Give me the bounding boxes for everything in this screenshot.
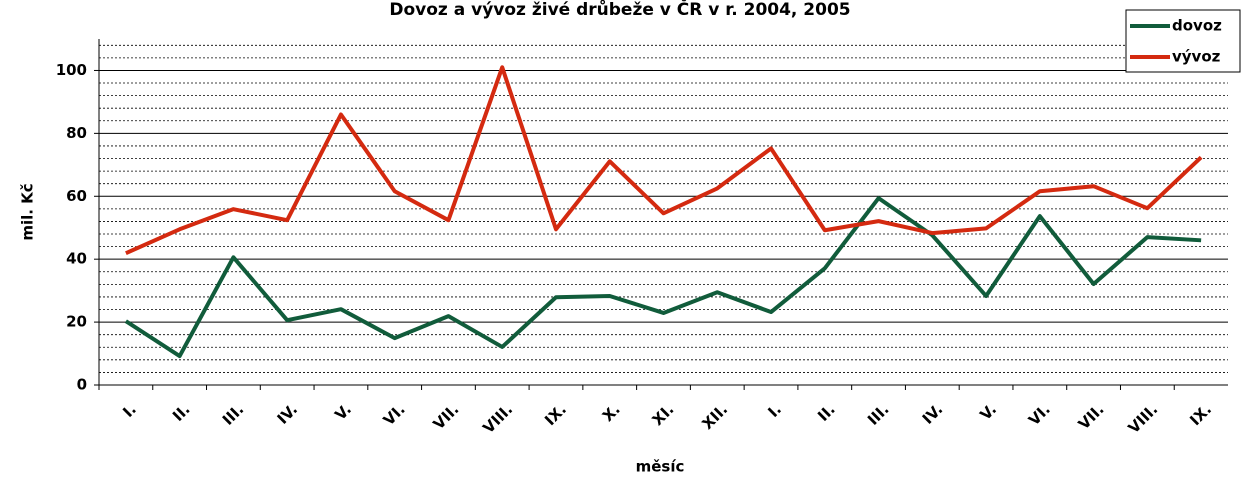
x-tick-label: I. [119,400,140,421]
series-line [124,196,1202,359]
x-tick-label: VI. [1025,400,1054,429]
x-tick-label: I. [764,400,785,421]
x-tick-label: III. [219,400,248,429]
legend-label: dovoz [1172,17,1222,35]
x-tick-label: V. [976,400,1000,424]
y-tick-label: 40 [66,250,87,268]
x-tick-label: VIII. [479,400,516,437]
x-tick-label: VI. [380,400,409,429]
series-line [125,65,1203,256]
legend-label: vývoz [1172,48,1221,66]
x-tick-label: IX. [541,400,570,429]
x-tick-label: IX. [1186,400,1215,429]
x-tick-label: IV. [919,400,947,428]
y-axis-label: mil. Kč [19,183,37,240]
y-tick-label: 60 [66,187,87,205]
legend-box [1125,9,1241,73]
x-tick-label: VIII. [1125,400,1162,437]
x-axis-label: měsíc [636,458,685,476]
x-tick-label: VII. [1075,400,1108,433]
y-tick-label: 100 [56,61,87,79]
x-tick-label: X. [599,400,624,425]
x-tick-label: V. [331,400,355,424]
x-tick-label: II. [169,400,194,425]
x-tick-label: II. [814,400,839,425]
x-tick-label: III. [864,400,893,429]
y-tick-label: 0 [77,376,87,394]
y-tick-label: 80 [66,124,87,142]
x-tick-label: VII. [430,400,463,433]
chart-title: Dovoz a vývoz živé drůbeže v ČR v r. 200… [389,0,850,20]
x-tick-label: XII. [698,400,731,433]
x-tick-label: XI. [649,400,678,429]
y-tick-label: 20 [66,313,87,331]
x-tick-label: IV. [274,400,302,428]
